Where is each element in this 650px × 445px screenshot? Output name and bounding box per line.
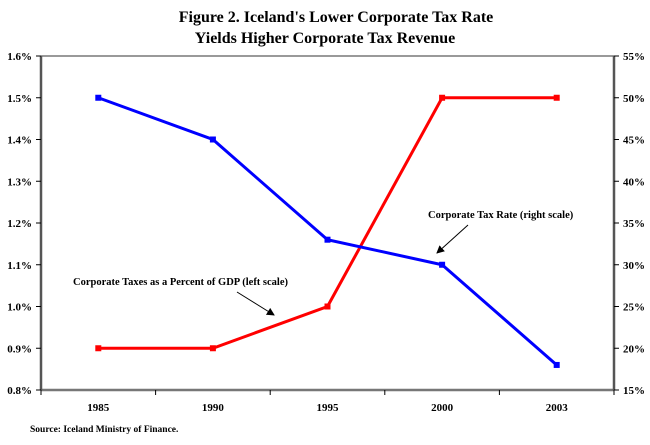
- left-axis-tick-label: 1.4%: [7, 135, 32, 147]
- left-axis-tick-label: 0.9%: [7, 343, 32, 355]
- data-point-gdp-share: [553, 94, 560, 101]
- chart-title: Figure 2. Iceland's Lower Corporate Tax …: [179, 9, 494, 26]
- left-axis-tick-label: 1.0%: [7, 302, 32, 314]
- left-axis-tick-label: 1.5%: [7, 93, 32, 105]
- right-axis-tick-label: 40%: [623, 176, 645, 188]
- right-axis-tick-label: 25%: [623, 302, 645, 314]
- annotation-rate-arrow: [436, 224, 469, 254]
- right-axis-tick-label: 55%: [623, 51, 645, 63]
- right-axis-tick-label: 50%: [623, 93, 645, 105]
- right-axis-tick-label: 15%: [623, 385, 645, 397]
- data-point-tax-rate: [439, 261, 446, 268]
- series-layer: [95, 94, 560, 368]
- data-point-tax-rate: [324, 236, 331, 243]
- right-axis-tick-label: 20%: [623, 343, 645, 355]
- left-axis-tick-label: 1.2%: [7, 218, 32, 230]
- annotation-gdp-arrow: [236, 291, 275, 316]
- x-axis-tick-label: 1985: [87, 402, 110, 414]
- chart-subtitle: Yields Higher Corporate Tax Revenue: [195, 30, 455, 47]
- x-axis-tick-label: 2000: [431, 402, 454, 414]
- right-axis: 15% 20% 25% 30% 35% 40% 45% 50% 55%: [614, 51, 645, 397]
- series-line-tax-rate: [97, 96, 558, 367]
- annotation-gdp-label: Corporate Taxes as a Percent of GDP (lef…: [73, 277, 289, 288]
- right-axis-tick-label: 30%: [623, 260, 645, 272]
- data-point-gdp-share: [324, 303, 331, 310]
- data-point-tax-rate: [95, 94, 102, 101]
- source-note: Source: Iceland Ministry of Finance.: [30, 425, 178, 435]
- left-axis-tick-label: 0.8%: [7, 385, 32, 397]
- series-line-gdp-share: [98, 96, 557, 350]
- left-axis-tick-label: 1.3%: [7, 176, 32, 188]
- data-point-tax-rate: [209, 136, 216, 143]
- x-axis-tick-label: 2003: [546, 402, 569, 414]
- x-axis-tick-label: 1995: [317, 402, 340, 414]
- annotation-rate-label: Corporate Tax Rate (right scale): [428, 210, 574, 221]
- x-axis-tick-label: 1990: [202, 402, 225, 414]
- data-point-gdp-share: [439, 94, 446, 101]
- data-point-gdp-share: [209, 345, 216, 352]
- data-point-gdp-share: [95, 345, 102, 352]
- x-axis: 1985 1990 1995 2000 2003: [40, 390, 615, 414]
- right-axis-tick-label: 45%: [623, 135, 645, 147]
- data-point-tax-rate: [553, 361, 560, 368]
- left-axis-tick-label: 1.6%: [7, 51, 32, 63]
- left-axis-tick-label: 1.1%: [7, 260, 32, 272]
- left-axis: 0.8% 0.9% 1.0% 1.1% 1.2% 1.3% 1.4% 1.5% 1.6%: [7, 51, 41, 397]
- right-axis-tick-label: 35%: [623, 218, 645, 230]
